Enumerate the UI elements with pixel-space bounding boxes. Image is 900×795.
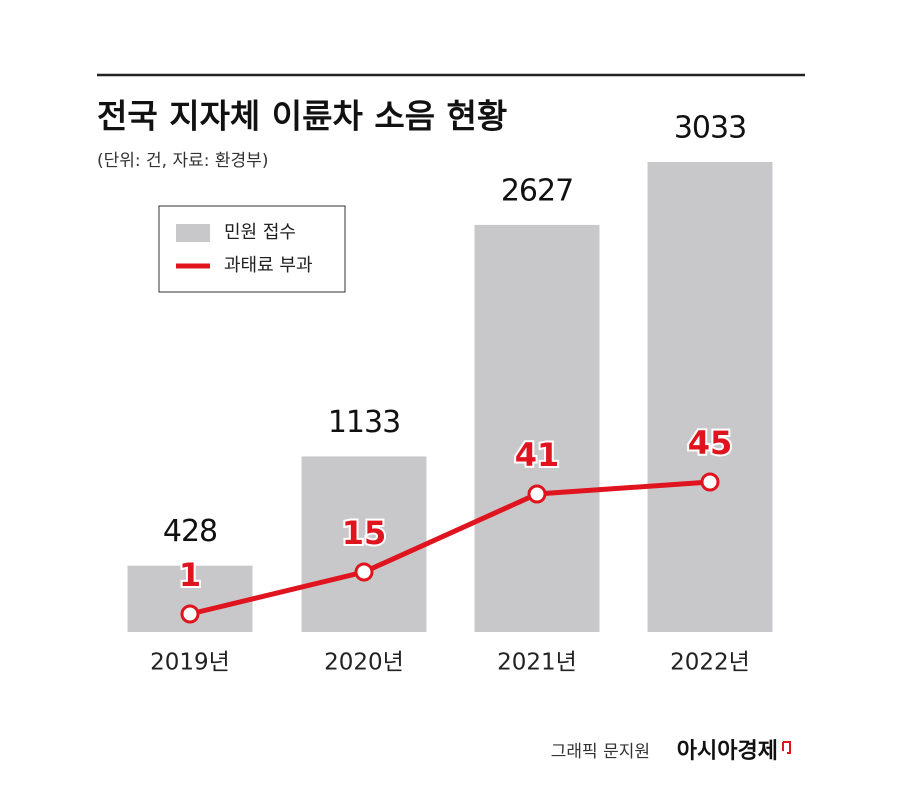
bar-value-label: 428 xyxy=(163,514,217,549)
legend-label: 과태료 부과 xyxy=(224,255,313,276)
bar-value-label: 3033 xyxy=(674,111,746,146)
bar xyxy=(474,224,600,632)
credit: 그래픽 문지원 xyxy=(551,742,650,762)
bar xyxy=(647,162,773,632)
line-point xyxy=(180,604,200,624)
bar-value-label: 1133 xyxy=(328,405,400,440)
legend-box xyxy=(158,205,346,293)
line-value-label: 45 xyxy=(688,424,733,462)
line-point xyxy=(354,562,374,582)
x-tick-label: 2022년 xyxy=(670,650,750,676)
legend-swatch xyxy=(176,224,210,242)
x-tick-label: 2020년 xyxy=(324,650,404,676)
line-value-label: 15 xyxy=(342,514,387,552)
bar xyxy=(301,456,427,632)
line-point xyxy=(527,484,547,504)
x-tick-label: 2021년 xyxy=(497,650,577,676)
source: 아시아경제 xyxy=(677,739,778,764)
bar-value-label: 2627 xyxy=(501,173,573,208)
line-point xyxy=(700,472,720,492)
legend-label: 민원 접수 xyxy=(224,222,296,243)
chart-title: 전국 지자체 이륜차 소음 현황 xyxy=(97,97,507,136)
x-tick-label: 2019년 xyxy=(150,650,230,676)
line-value-label: 41 xyxy=(515,436,560,474)
line-value-label: 1 xyxy=(179,556,201,594)
source-mark xyxy=(782,741,791,754)
chart-subtitle: (단위: 건, 자료: 환경부) xyxy=(97,151,268,171)
line xyxy=(189,479,711,617)
